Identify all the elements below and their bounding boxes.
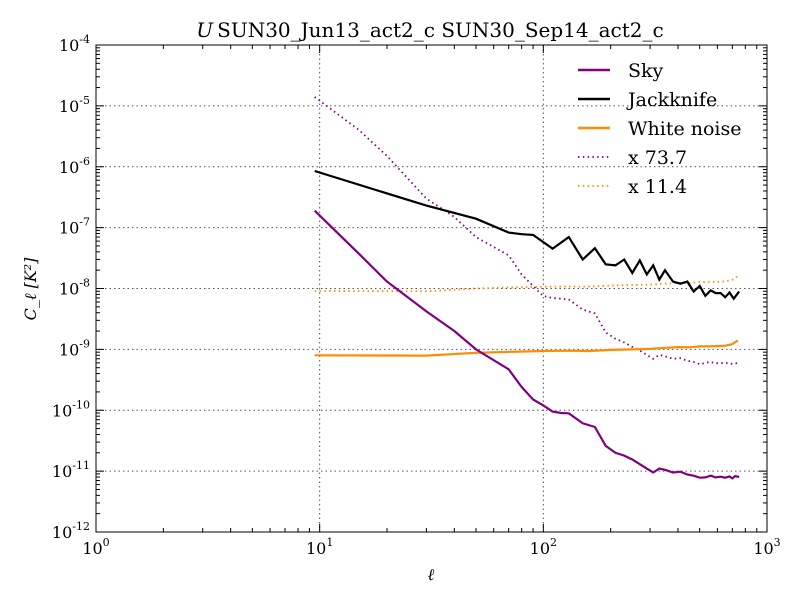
series-line xyxy=(314,96,740,366)
y-tick-label-exponent: -9 xyxy=(79,337,90,350)
y-tick-label-base: 10 xyxy=(59,340,79,359)
x-tick-label-base: 10 xyxy=(753,539,773,558)
legend-label: Sky xyxy=(628,60,664,82)
y-tick-label-base: 10 xyxy=(59,158,79,177)
y-tick-label-base: 10 xyxy=(52,462,72,481)
chart-title-text: SUN30_Jun13_act2_c SUN30_Sep14_act2_c xyxy=(217,18,664,42)
y-tick-label-exponent: -11 xyxy=(72,459,90,472)
legend: Sky Jackknife White noise x 73.7 x 11.4 xyxy=(578,60,742,198)
legend-label: White noise xyxy=(628,118,742,140)
x-tick-label-base: 10 xyxy=(530,539,550,558)
y-tick-label-base: 10 xyxy=(52,401,72,420)
y-tick-label: 10-11 xyxy=(52,459,90,481)
x-tick-label-exponent: 3 xyxy=(774,536,781,549)
chart-title: U SUN30_Jun13_act2_c SUN30_Sep14_act2_c xyxy=(196,18,663,42)
x-tick-label-base: 10 xyxy=(306,539,326,558)
y-axis-label: C_ℓ [K²] xyxy=(21,257,40,321)
y-tick-label-exponent: -4 xyxy=(79,33,90,46)
y-tick-label-base: 10 xyxy=(59,36,79,55)
y-tick-label-base: 10 xyxy=(59,97,79,116)
series-line xyxy=(313,209,740,480)
y-tick-label-exponent: -10 xyxy=(72,398,90,411)
y-tick-label-exponent: -8 xyxy=(79,277,90,290)
x-tick-label-exponent: 2 xyxy=(550,536,557,549)
legend-label: Jackknife xyxy=(626,89,717,111)
series-line xyxy=(314,275,739,293)
y-tick-label: 10-9 xyxy=(59,337,90,359)
y-tick-label: 10-7 xyxy=(59,216,90,238)
series-layer xyxy=(313,96,740,480)
legend-label: x 73.7 xyxy=(628,147,687,169)
y-tick-label-base: 10 xyxy=(59,219,79,238)
y-tick-label: 10-5 xyxy=(59,94,90,116)
x-tick-labels: 100 101 102 103 xyxy=(82,536,780,558)
series-line xyxy=(314,169,740,301)
x-axis-label: ℓ xyxy=(428,565,435,584)
tick-marks xyxy=(95,44,768,533)
y-tick-label-exponent: -5 xyxy=(79,94,90,107)
y-tick-label: 10-4 xyxy=(59,33,90,55)
y-tick-label-exponent: -7 xyxy=(79,216,90,229)
y-tick-label: 10-10 xyxy=(52,398,90,420)
y-tick-label-base: 10 xyxy=(52,523,72,542)
x-tick-label-base: 10 xyxy=(82,539,102,558)
y-tick-label-base: 10 xyxy=(59,280,79,299)
series-line xyxy=(314,339,739,357)
y-tick-label: 10-8 xyxy=(59,277,90,299)
legend-label: x 11.4 xyxy=(628,176,687,198)
x-tick-label: 101 xyxy=(306,536,333,558)
chart-title-italic: U xyxy=(196,18,214,42)
x-tick-label: 102 xyxy=(530,536,557,558)
y-tick-label: 10-12 xyxy=(52,520,90,542)
y-tick-label-exponent: -6 xyxy=(79,155,90,168)
x-tick-label-exponent: 1 xyxy=(326,536,333,549)
y-tick-label-exponent: -12 xyxy=(72,520,90,533)
x-tick-label-exponent: 0 xyxy=(103,536,110,549)
x-tick-label: 103 xyxy=(753,536,780,558)
x-tick-label: 100 xyxy=(82,536,109,558)
y-tick-label: 10-6 xyxy=(59,155,90,177)
